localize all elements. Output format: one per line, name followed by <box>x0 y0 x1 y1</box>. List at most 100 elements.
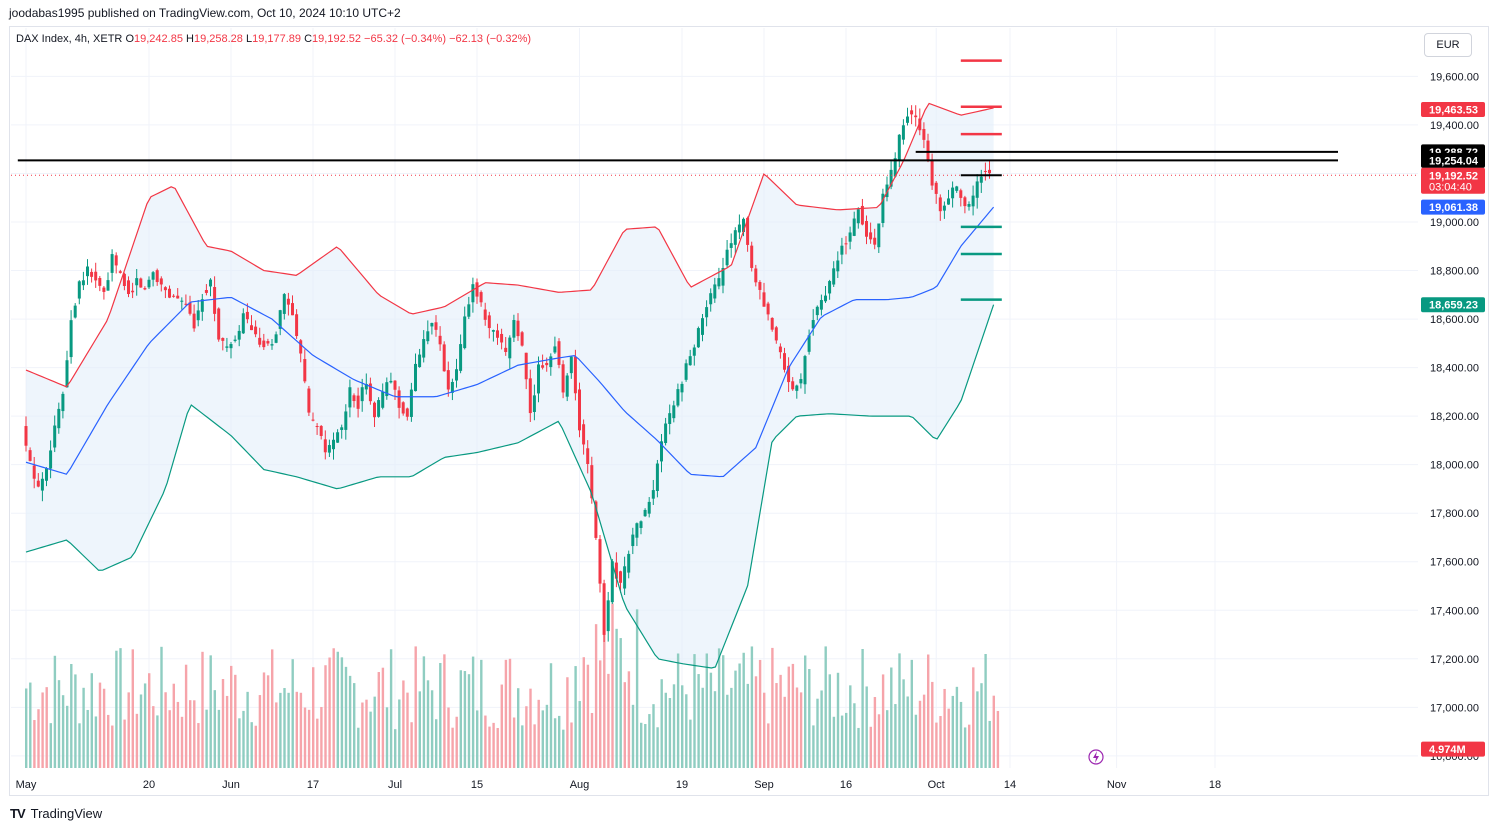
candle-body[interactable] <box>635 523 639 538</box>
candle-body[interactable] <box>676 389 680 406</box>
candle-body[interactable] <box>750 245 754 268</box>
candle-body[interactable] <box>873 237 877 245</box>
candle-body[interactable] <box>528 378 532 414</box>
candle-body[interactable] <box>409 389 413 417</box>
candle-body[interactable] <box>770 317 774 330</box>
candle-body[interactable] <box>795 385 799 391</box>
candle-body[interactable] <box>250 325 253 331</box>
candle-body[interactable] <box>655 463 659 491</box>
candle-body[interactable] <box>471 284 475 303</box>
candle-body[interactable] <box>204 290 208 293</box>
candle-body[interactable] <box>647 501 651 514</box>
candle-body[interactable] <box>811 320 815 329</box>
candle-body[interactable] <box>983 170 987 172</box>
candle-body[interactable] <box>81 280 85 286</box>
candle-body[interactable] <box>254 326 258 335</box>
candle-body[interactable] <box>901 125 905 140</box>
candle-body[interactable] <box>221 337 225 341</box>
candle-body[interactable] <box>631 534 635 547</box>
candle-body[interactable] <box>967 204 971 207</box>
candle-body[interactable] <box>98 277 102 286</box>
candle-body[interactable] <box>496 330 499 338</box>
candle-body[interactable] <box>766 303 770 315</box>
candle-body[interactable] <box>483 309 487 320</box>
currency-button[interactable]: EUR <box>1424 33 1472 57</box>
candle-body[interactable] <box>742 218 745 233</box>
candle-body[interactable] <box>897 134 901 160</box>
candle-body[interactable] <box>73 305 77 318</box>
candle-body[interactable] <box>45 468 48 481</box>
candle-body[interactable] <box>725 249 729 266</box>
candle-body[interactable] <box>389 380 393 383</box>
candle-body[interactable] <box>299 340 303 354</box>
candle-body[interactable] <box>344 411 348 430</box>
candle-body[interactable] <box>418 354 422 368</box>
candle-body[interactable] <box>578 389 581 431</box>
candle-body[interactable] <box>643 509 647 517</box>
candle-body[interactable] <box>877 223 881 248</box>
candle-body[interactable] <box>434 322 438 330</box>
candle-body[interactable] <box>86 266 89 277</box>
candle-body[interactable] <box>705 307 709 318</box>
candle-body[interactable] <box>832 268 836 285</box>
candle-body[interactable] <box>233 339 237 341</box>
candle-body[interactable] <box>102 287 106 292</box>
candle-body[interactable] <box>155 270 159 283</box>
candle-body[interactable] <box>623 566 627 589</box>
candle-body[interactable] <box>754 268 758 283</box>
candle-body[interactable] <box>938 197 942 212</box>
candle-body[interactable] <box>610 561 614 603</box>
candle-body[interactable] <box>172 295 176 297</box>
candle-body[interactable] <box>278 310 282 329</box>
candle-body[interactable] <box>49 450 53 469</box>
candle-body[interactable] <box>512 320 516 338</box>
candle-body[interactable] <box>209 279 212 287</box>
candle-body[interactable] <box>77 281 81 299</box>
candle-body[interactable] <box>758 282 762 290</box>
candle-body[interactable] <box>672 405 676 419</box>
candle-body[interactable] <box>680 383 684 393</box>
candle-body[interactable] <box>573 356 577 394</box>
candle-body[interactable] <box>184 303 188 305</box>
candle-body[interactable] <box>332 439 335 450</box>
candle-body[interactable] <box>565 375 569 397</box>
candle-body[interactable] <box>274 334 278 343</box>
candle-body[interactable] <box>840 245 844 255</box>
candle-body[interactable] <box>869 232 873 240</box>
candle-body[interactable] <box>36 480 40 487</box>
candle-body[interactable] <box>828 281 832 294</box>
candle-body[interactable] <box>696 328 700 348</box>
candle-body[interactable] <box>286 298 290 305</box>
candle-body[interactable] <box>442 344 446 372</box>
candle-body[interactable] <box>397 390 401 408</box>
candle-body[interactable] <box>90 271 94 277</box>
candle-body[interactable] <box>168 288 171 298</box>
candle-body[interactable] <box>282 294 286 314</box>
candle-body[interactable] <box>729 243 733 248</box>
candle-body[interactable] <box>270 344 274 346</box>
candle-body[interactable] <box>356 395 360 409</box>
candle-body[interactable] <box>459 344 463 371</box>
candle-body[interactable] <box>61 393 65 412</box>
candle-body[interactable] <box>213 287 217 314</box>
candle-body[interactable] <box>627 553 631 573</box>
candle-body[interactable] <box>791 381 795 390</box>
candle-body[interactable] <box>971 195 975 207</box>
candle-body[interactable] <box>291 303 294 316</box>
candle-body[interactable] <box>188 302 192 314</box>
candle-body[interactable] <box>746 217 750 245</box>
candle-body[interactable] <box>245 311 249 320</box>
candle-body[interactable] <box>799 379 803 384</box>
candle-body[interactable] <box>229 344 233 349</box>
candle-body[interactable] <box>463 316 467 349</box>
candle-body[interactable] <box>737 224 741 233</box>
candle-body[interactable] <box>352 395 356 402</box>
candle-body[interactable] <box>455 369 458 381</box>
candle-body[interactable] <box>815 306 819 316</box>
candle-body[interactable] <box>180 300 184 302</box>
candle-body[interactable] <box>979 176 983 183</box>
candle-body[interactable] <box>602 583 606 635</box>
candle-body[interactable] <box>401 402 405 414</box>
candle-body[interactable] <box>561 364 565 393</box>
